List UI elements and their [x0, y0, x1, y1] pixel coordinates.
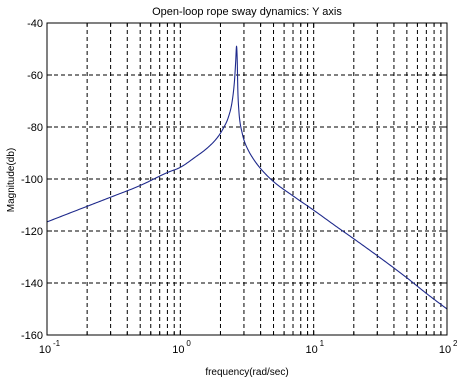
y-tick-label: -100: [21, 174, 43, 186]
x-tick-label-base: 10: [306, 344, 318, 356]
y-tick-label: -120: [21, 226, 43, 238]
x-tick-label-exponent: 0: [186, 339, 191, 348]
x-tick-label: 102: [439, 339, 457, 356]
grid: [47, 23, 447, 335]
y-tick-label: -40: [27, 18, 43, 30]
x-tick-label-base: 10: [439, 344, 451, 356]
y-tick-label: -60: [27, 70, 43, 82]
magnitude-curve: [46, 45, 448, 310]
y-tick-label: -140: [21, 278, 43, 290]
plot-frame: [46, 22, 448, 336]
x-tick-label-exponent: 1: [320, 339, 325, 348]
x-axis-label: frequency(rad/sec): [205, 367, 288, 378]
y-tick-label: -80: [27, 122, 43, 134]
x-tick-label-base: 10: [39, 344, 51, 356]
x-tick-label-base: 10: [172, 344, 184, 356]
x-tick-label: 100: [172, 339, 191, 356]
y-axis-label: Magnitude(db): [6, 148, 17, 212]
x-tick-label: 101: [306, 339, 325, 356]
x-tick-label-exponent: 2: [453, 339, 457, 348]
chart-title: Open-loop rope sway dynamics: Y axis: [152, 6, 342, 18]
plot-area: [46, 45, 448, 310]
x-tick-label-exponent: -1: [53, 339, 61, 348]
x-tick-label: 10-1: [39, 339, 61, 356]
y-tick-labels: -40 -60 -80 -100 -120 -140 -160: [21, 18, 43, 342]
y-tick-label: -160: [21, 330, 43, 342]
